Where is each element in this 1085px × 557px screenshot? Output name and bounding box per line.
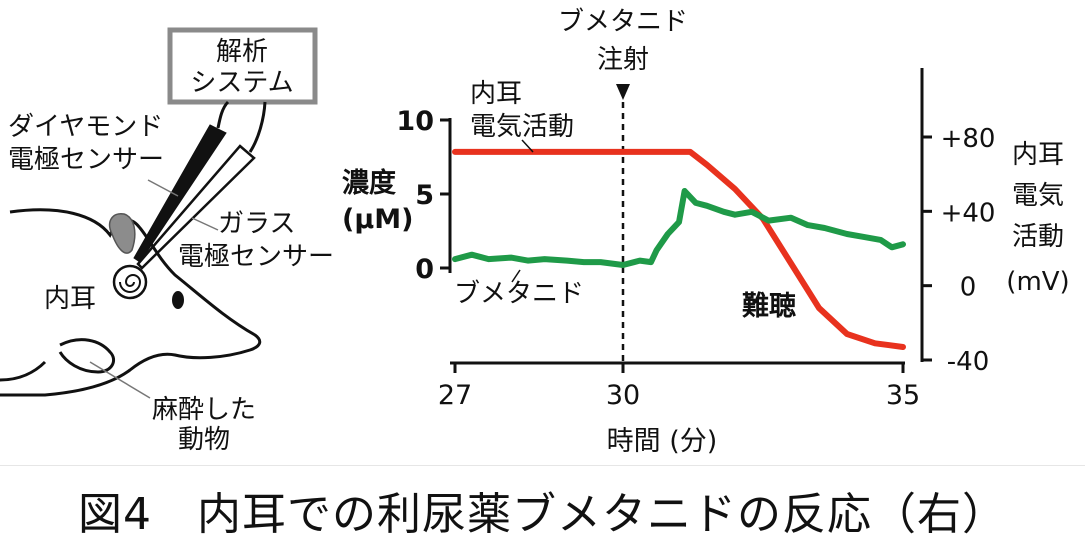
- animal-label-line1: 麻酔した: [152, 395, 256, 425]
- glass-sensor-label-line2: 電極センサー: [178, 242, 334, 272]
- green-series-label: ブメタニド: [454, 279, 584, 309]
- series-line-inner-ear-activity: [452, 148, 906, 350]
- animal-label-line2: 動物: [178, 425, 230, 455]
- leader-animal: [89, 361, 151, 399]
- injection-label-line2: 注射: [597, 45, 649, 75]
- diamond-sensor-label-line2: 電極センサー: [8, 145, 164, 175]
- sensor-wire-1: [216, 100, 230, 129]
- red-series-leader: [521, 139, 534, 153]
- animal-eye: [172, 291, 184, 309]
- right-y-tick-label-3: -40: [947, 347, 989, 377]
- diamond-sensor-label-line1: ダイヤモンド: [8, 112, 163, 142]
- green-series-leader: [511, 269, 521, 283]
- sensor-wire-2: [248, 101, 267, 153]
- right-y-tick-label-2: 0: [960, 273, 977, 303]
- left-y-tick-label-5: 5: [415, 180, 434, 211]
- animal-ear: [108, 213, 136, 254]
- glass-sensor-label-line1: ガラス: [218, 209, 295, 239]
- chart: 27 30 35 0 5 10 +80 +40 0 -40 ブメタニド 注射 濃度 (μM) 内耳…: [342, 7, 1070, 457]
- x-tick-label-27: 27: [438, 380, 472, 411]
- right-y-tick-label-1: +40: [941, 198, 996, 228]
- x-axis-label: 時間 (分): [607, 426, 718, 457]
- right-y-tick-label-0: +80: [941, 124, 996, 154]
- x-tick-label-35: 35: [886, 380, 920, 411]
- injection-label-line1: ブメタニド: [558, 7, 688, 37]
- right-axis-label-line2: 電気: [1012, 181, 1064, 211]
- leader-diamond-sensor: [147, 179, 179, 197]
- analysis-box-line1: 解析: [216, 37, 268, 67]
- figure-caption: 図4 内耳での利尿薬ブメタニドの反応（右）: [78, 489, 1007, 540]
- right-axis-label-line4: (mV): [1006, 267, 1069, 297]
- cochlea-icon: [112, 264, 148, 300]
- right-axis-label-line1: 内耳: [1012, 140, 1064, 170]
- leader-glass-sensor: [191, 217, 219, 231]
- left-axis-label-line1: 濃度: [342, 167, 396, 199]
- right-axis-label-line3: 活動: [1012, 222, 1064, 252]
- glass-electrode: [136, 144, 256, 270]
- experiment-diagram: 解析 システム ダイヤモンド 電極センサー ガラス 電極センサー 内耳 麻酔した…: [0, 27, 334, 455]
- left-y-tick-label-10: 10: [396, 106, 434, 137]
- hearing-loss-label: 難聴: [742, 291, 796, 322]
- inner-ear-label: 内耳: [44, 284, 96, 314]
- left-axis-label-line2: (μM): [342, 204, 413, 235]
- red-series-label-line2: 電気活動: [470, 112, 574, 142]
- animal-back-outline: [0, 360, 47, 382]
- red-series-label-line1: 内耳: [470, 79, 522, 109]
- series-line-bumetanide: [452, 188, 906, 268]
- left-y-tick-label-0: 0: [415, 254, 434, 285]
- analysis-system-box: [167, 27, 318, 105]
- panel-divider: [0, 465, 1085, 466]
- analysis-box-line2: システム: [190, 68, 293, 98]
- x-tick-label-30: 30: [606, 380, 640, 411]
- injection-marker-arrow: [616, 84, 630, 100]
- animal-paw-outline: [58, 338, 115, 374]
